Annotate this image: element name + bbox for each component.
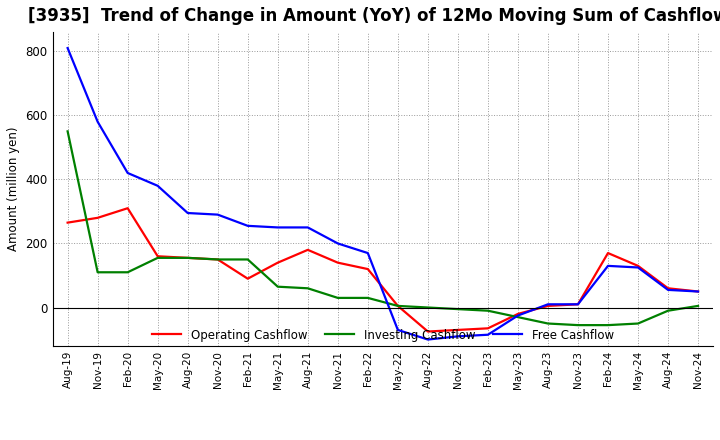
Free Cashflow [574, 302, 582, 307]
Free Cashflow [274, 225, 282, 230]
Investing Cashflow [603, 323, 612, 328]
Title: [3935]  Trend of Change in Amount (YoY) of 12Mo Moving Sum of Cashflows: [3935] Trend of Change in Amount (YoY) o… [27, 7, 720, 25]
Operating Cashflow [454, 327, 462, 333]
Investing Cashflow [544, 321, 552, 326]
Investing Cashflow [574, 323, 582, 328]
Legend: Operating Cashflow, Investing Cashflow, Free Cashflow: Operating Cashflow, Investing Cashflow, … [147, 324, 618, 346]
Investing Cashflow [423, 305, 432, 310]
Operating Cashflow [574, 302, 582, 307]
Line: Free Cashflow: Free Cashflow [68, 48, 698, 340]
Investing Cashflow [94, 270, 102, 275]
Free Cashflow [664, 287, 672, 293]
Investing Cashflow [694, 303, 703, 308]
Investing Cashflow [364, 295, 372, 301]
Operating Cashflow [484, 326, 492, 331]
Free Cashflow [484, 332, 492, 337]
Operating Cashflow [544, 303, 552, 308]
Operating Cashflow [213, 257, 222, 262]
Free Cashflow [513, 313, 522, 318]
Operating Cashflow [603, 250, 612, 256]
Free Cashflow [634, 265, 642, 270]
Free Cashflow [123, 170, 132, 176]
Investing Cashflow [153, 255, 162, 260]
Investing Cashflow [664, 308, 672, 313]
Operating Cashflow [634, 263, 642, 268]
Operating Cashflow [123, 205, 132, 211]
Free Cashflow [603, 263, 612, 268]
Operating Cashflow [274, 260, 282, 265]
Operating Cashflow [694, 289, 703, 294]
Operating Cashflow [63, 220, 72, 225]
Investing Cashflow [63, 129, 72, 134]
Investing Cashflow [184, 255, 192, 260]
Operating Cashflow [423, 329, 432, 334]
Investing Cashflow [243, 257, 252, 262]
Operating Cashflow [303, 247, 312, 253]
Y-axis label: Amount (million yen): Amount (million yen) [7, 127, 20, 251]
Operating Cashflow [364, 267, 372, 272]
Free Cashflow [364, 250, 372, 256]
Operating Cashflow [243, 276, 252, 281]
Free Cashflow [184, 210, 192, 216]
Free Cashflow [63, 45, 72, 51]
Investing Cashflow [634, 321, 642, 326]
Operating Cashflow [664, 286, 672, 291]
Line: Operating Cashflow: Operating Cashflow [68, 208, 698, 331]
Operating Cashflow [94, 215, 102, 220]
Investing Cashflow [213, 257, 222, 262]
Investing Cashflow [484, 308, 492, 313]
Investing Cashflow [274, 284, 282, 290]
Free Cashflow [423, 337, 432, 342]
Free Cashflow [153, 183, 162, 188]
Free Cashflow [454, 334, 462, 339]
Free Cashflow [243, 223, 252, 228]
Investing Cashflow [454, 307, 462, 312]
Free Cashflow [544, 302, 552, 307]
Free Cashflow [333, 241, 342, 246]
Line: Investing Cashflow: Investing Cashflow [68, 132, 698, 325]
Operating Cashflow [513, 311, 522, 316]
Investing Cashflow [513, 315, 522, 320]
Free Cashflow [94, 119, 102, 125]
Investing Cashflow [394, 303, 402, 308]
Free Cashflow [303, 225, 312, 230]
Free Cashflow [394, 327, 402, 333]
Operating Cashflow [333, 260, 342, 265]
Investing Cashflow [303, 286, 312, 291]
Operating Cashflow [153, 253, 162, 259]
Operating Cashflow [184, 255, 192, 260]
Free Cashflow [694, 289, 703, 294]
Investing Cashflow [123, 270, 132, 275]
Free Cashflow [213, 212, 222, 217]
Operating Cashflow [394, 303, 402, 308]
Investing Cashflow [333, 295, 342, 301]
